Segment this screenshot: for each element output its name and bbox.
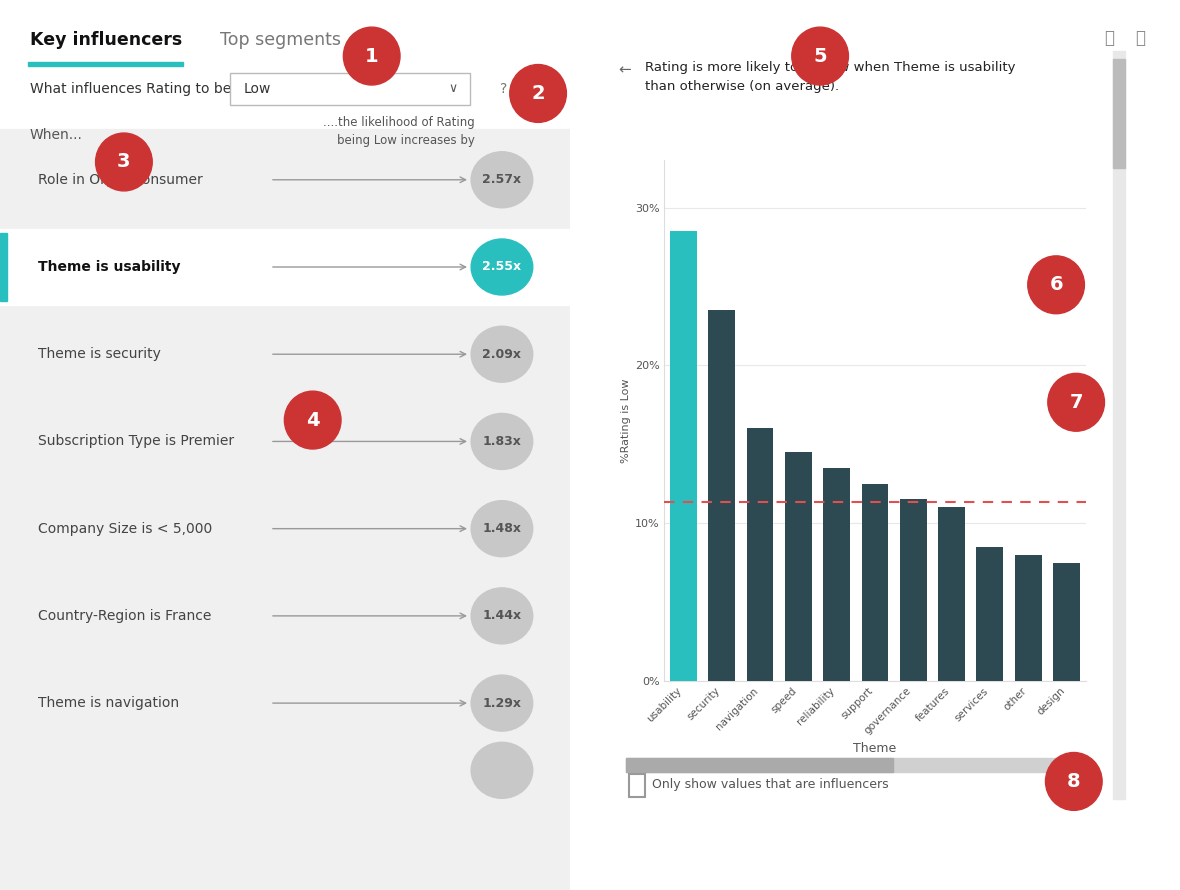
Bar bbox=[0, 233, 7, 301]
Text: Role in Org is consumer: Role in Org is consumer bbox=[38, 173, 203, 187]
X-axis label: Theme: Theme bbox=[853, 742, 897, 755]
Ellipse shape bbox=[1045, 753, 1102, 810]
Ellipse shape bbox=[96, 133, 152, 190]
Text: 2: 2 bbox=[531, 84, 545, 103]
Ellipse shape bbox=[343, 27, 400, 85]
Bar bbox=[1113, 51, 1125, 799]
Text: What influences Rating to be: What influences Rating to be bbox=[30, 82, 231, 96]
Text: 5: 5 bbox=[813, 46, 827, 66]
Ellipse shape bbox=[471, 239, 532, 295]
Text: 7: 7 bbox=[1069, 392, 1083, 412]
Ellipse shape bbox=[510, 64, 566, 122]
Bar bbox=[0, 0, 570, 129]
Text: When...: When... bbox=[30, 128, 83, 142]
Text: 1.83x: 1.83x bbox=[483, 435, 522, 448]
Text: 4: 4 bbox=[306, 410, 320, 430]
Text: Rating is more likely to be Low when Theme is usability
than otherwise (on avera: Rating is more likely to be Low when The… bbox=[644, 61, 1015, 93]
Bar bbox=[824, 468, 850, 681]
Ellipse shape bbox=[471, 327, 532, 382]
Ellipse shape bbox=[1028, 256, 1084, 313]
FancyBboxPatch shape bbox=[230, 73, 470, 105]
Text: 2.57x: 2.57x bbox=[483, 174, 522, 186]
Text: Theme is navigation: Theme is navigation bbox=[38, 696, 179, 710]
Text: ....the likelihood of Rating
being Low increases by: ....the likelihood of Rating being Low i… bbox=[323, 117, 474, 147]
Text: Only show values that are influencers: Only show values that are influencers bbox=[651, 778, 889, 791]
Ellipse shape bbox=[471, 676, 532, 731]
Text: 3: 3 bbox=[117, 152, 131, 172]
Bar bbox=[0, 129, 570, 890]
Ellipse shape bbox=[1048, 374, 1104, 431]
Bar bbox=[0, 229, 570, 304]
Text: 2.09x: 2.09x bbox=[483, 348, 522, 360]
Text: Low: Low bbox=[244, 82, 271, 96]
Text: 6: 6 bbox=[1049, 275, 1063, 295]
Bar bbox=[627, 757, 1090, 772]
Text: Top segments: Top segments bbox=[219, 31, 341, 49]
Text: 1.44x: 1.44x bbox=[483, 610, 522, 622]
Ellipse shape bbox=[284, 391, 341, 449]
Text: ←: ← bbox=[618, 63, 631, 77]
Bar bbox=[629, 773, 644, 797]
Bar bbox=[747, 428, 773, 681]
Ellipse shape bbox=[792, 27, 848, 85]
Text: ?: ? bbox=[500, 82, 507, 96]
Text: 🖓: 🖓 bbox=[1135, 29, 1145, 47]
Text: 1.29x: 1.29x bbox=[483, 697, 522, 709]
Ellipse shape bbox=[471, 742, 532, 798]
Ellipse shape bbox=[471, 414, 532, 469]
Bar bbox=[977, 546, 1003, 681]
Text: Country-Region is France: Country-Region is France bbox=[38, 609, 211, 623]
Y-axis label: %Rating is Low: %Rating is Low bbox=[621, 378, 630, 463]
Bar bbox=[1113, 59, 1125, 168]
Ellipse shape bbox=[471, 152, 532, 207]
Text: Key influencers: Key influencers bbox=[30, 31, 182, 49]
Text: Subscription Type is Premier: Subscription Type is Premier bbox=[38, 434, 234, 449]
Text: 🖒: 🖒 bbox=[1104, 29, 1114, 47]
Bar bbox=[28, 62, 183, 66]
Bar bbox=[1015, 554, 1042, 681]
Bar bbox=[861, 483, 889, 681]
Text: Theme is usability: Theme is usability bbox=[38, 260, 181, 274]
Bar bbox=[900, 499, 926, 681]
Bar bbox=[1053, 562, 1080, 681]
Bar bbox=[708, 310, 735, 681]
Text: ∨: ∨ bbox=[448, 83, 457, 95]
Bar bbox=[670, 231, 697, 681]
Bar bbox=[938, 507, 965, 681]
Text: Theme is security: Theme is security bbox=[38, 347, 160, 361]
Text: Company Size is < 5,000: Company Size is < 5,000 bbox=[38, 522, 212, 536]
Text: 8: 8 bbox=[1067, 772, 1081, 791]
Text: 2.55x: 2.55x bbox=[483, 261, 522, 273]
Ellipse shape bbox=[471, 501, 532, 556]
Ellipse shape bbox=[471, 588, 532, 643]
Bar bbox=[785, 452, 812, 681]
Bar bbox=[627, 757, 893, 772]
Text: 1.48x: 1.48x bbox=[483, 522, 522, 535]
Text: 1: 1 bbox=[365, 46, 379, 66]
